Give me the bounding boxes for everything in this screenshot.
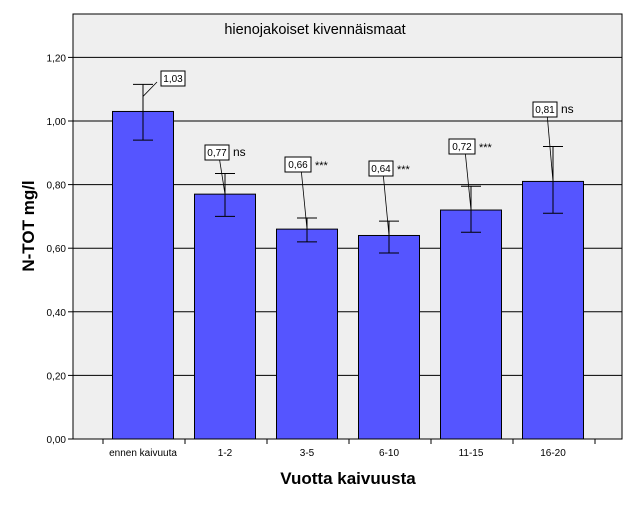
y-tick-label: 0,60 — [47, 244, 67, 255]
data-label: 0,72 — [452, 142, 472, 153]
x-tick-label: 11-15 — [459, 448, 484, 459]
significance-mark: ns — [561, 102, 574, 116]
label-leader — [546, 112, 554, 182]
bar — [522, 180, 584, 440]
x-tick-label: 3-5 — [300, 448, 315, 459]
label-leader — [142, 81, 158, 97]
x-axis: ennen kaivuuta 1-2 3-5 6-10 11-15 16-20 — [102, 439, 596, 459]
x-tick-label: 16-20 — [540, 448, 566, 459]
y-axis: 0,00 0,20 0,40 0,60 0,80 1,00 1,20 — [47, 53, 73, 446]
data-label-box — [368, 160, 394, 177]
data-label: 0,77 — [207, 148, 227, 159]
label-leader — [218, 155, 226, 195]
label-leader — [464, 149, 472, 211]
data-labels-group: 1,03 0,77 ns 0,66 *** 0,64 *** 0,72 *** 0,81 ns — [142, 70, 574, 236]
bar — [358, 234, 420, 440]
x-tick-label: 1-2 — [218, 448, 233, 459]
x-axis-label: Vuotta kaivuusta — [280, 469, 416, 488]
y-tick-label: 0,20 — [47, 371, 67, 382]
data-label-box — [284, 156, 312, 173]
chart-title: hienojakoiset kivennäismaat — [224, 22, 405, 38]
significance-mark: *** — [397, 164, 411, 176]
significance-mark: *** — [315, 160, 329, 172]
bar — [440, 209, 502, 440]
bar — [112, 110, 174, 440]
data-label-box — [532, 101, 558, 118]
label-leader — [382, 171, 390, 236]
bars-group — [112, 110, 584, 440]
significance-mark: *** — [479, 142, 493, 154]
data-label-box — [204, 144, 230, 161]
y-tick-label: 0,80 — [47, 181, 67, 192]
data-label: 0,66 — [288, 160, 308, 171]
bar — [276, 228, 338, 440]
data-label-box — [160, 70, 186, 87]
significance-mark: ns — [233, 145, 246, 159]
x-tick-label: ennen kaivuuta — [109, 448, 177, 459]
y-tick-label: 1,20 — [47, 53, 67, 64]
error-bars-group — [133, 83, 563, 254]
data-label: 0,64 — [371, 164, 391, 175]
bar — [194, 193, 256, 440]
label-leader — [300, 167, 308, 230]
x-tick-label: 6-10 — [379, 448, 399, 459]
y-axis-label: N-TOT mg/l — [19, 180, 38, 271]
data-label: 0,81 — [535, 105, 555, 116]
data-label: 1,03 — [163, 74, 183, 85]
y-tick-label: 0,00 — [47, 435, 67, 446]
y-tick-label: 0,40 — [47, 308, 67, 319]
data-label-box — [448, 138, 476, 155]
y-tick-label: 1,00 — [47, 117, 67, 128]
